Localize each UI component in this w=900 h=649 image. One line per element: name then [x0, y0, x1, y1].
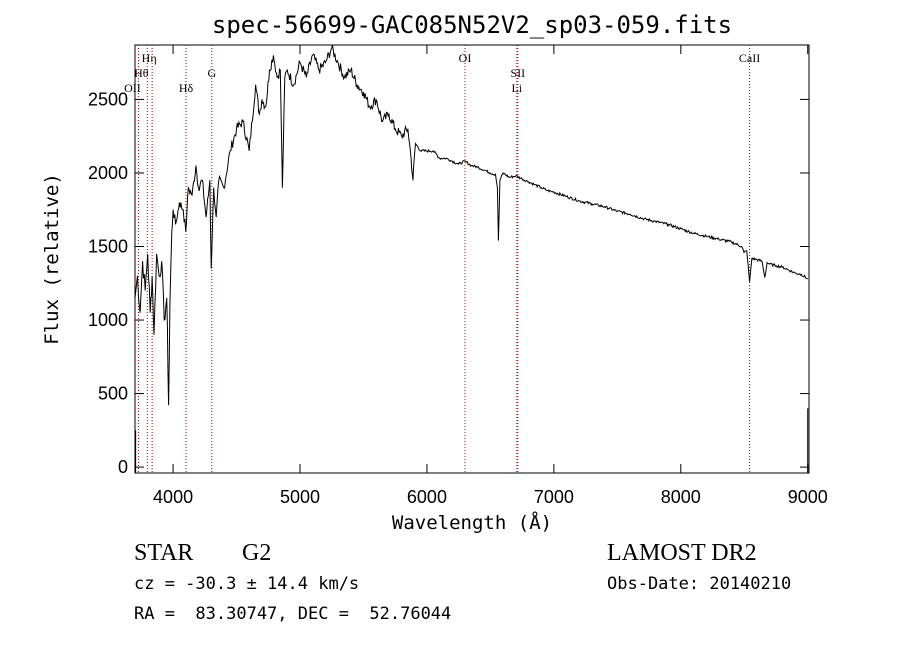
line-marker-label: SII: [510, 66, 525, 80]
line-marker-label: OII: [124, 81, 141, 95]
spectrum-line: [134, 44, 808, 406]
line-marker-label: Li: [511, 81, 522, 95]
line-marker-label: Hη: [142, 51, 157, 65]
x-tick-label: 5000: [280, 487, 320, 507]
x-tick-label: 8000: [661, 487, 701, 507]
y-tick-label: 2500: [88, 89, 128, 109]
axis-ticks: 4000 5000 6000 7000 8000 9000 0 500 1000 1500 2000…: [88, 45, 828, 507]
coordinates: RA = 83.30747, DEC = 52.76044: [134, 604, 452, 624]
series-layer: [134, 44, 809, 473]
redshift-info: cz = -30.3 ± 14.4 km/s: [134, 574, 360, 594]
y-tick-label: 1500: [88, 236, 128, 256]
object-class: STAR: [134, 540, 194, 566]
observation-date: Obs-Date: 20140210: [607, 574, 792, 594]
line-marker-label: OI: [459, 51, 472, 65]
line-marker-label: G: [207, 66, 216, 80]
subclass: G2: [242, 540, 272, 566]
y-tick-label: 2000: [88, 163, 128, 183]
y-tick-label: 500: [98, 384, 128, 404]
x-tick-label: 7000: [534, 487, 574, 507]
line-marker-label: Hθ: [134, 66, 149, 80]
survey-name: LAMOST DR2: [607, 540, 757, 566]
x-axis-label: Wavelength (Å): [392, 511, 552, 534]
plot-frame: [134, 44, 810, 474]
y-tick-label: 0: [118, 457, 128, 477]
y-axis-label: Flux (relative): [41, 173, 63, 345]
line-marker-label: CaII: [739, 51, 760, 65]
x-tick-label: 6000: [407, 487, 447, 507]
x-tick-label: 4000: [153, 487, 193, 507]
chart-title: spec-56699-GAC085N52V2_sp03-059.fits: [212, 11, 732, 39]
line-marker-label: Hδ: [179, 81, 194, 95]
y-tick-label: 1000: [88, 310, 128, 330]
x-tick-label: 9000: [788, 487, 828, 507]
